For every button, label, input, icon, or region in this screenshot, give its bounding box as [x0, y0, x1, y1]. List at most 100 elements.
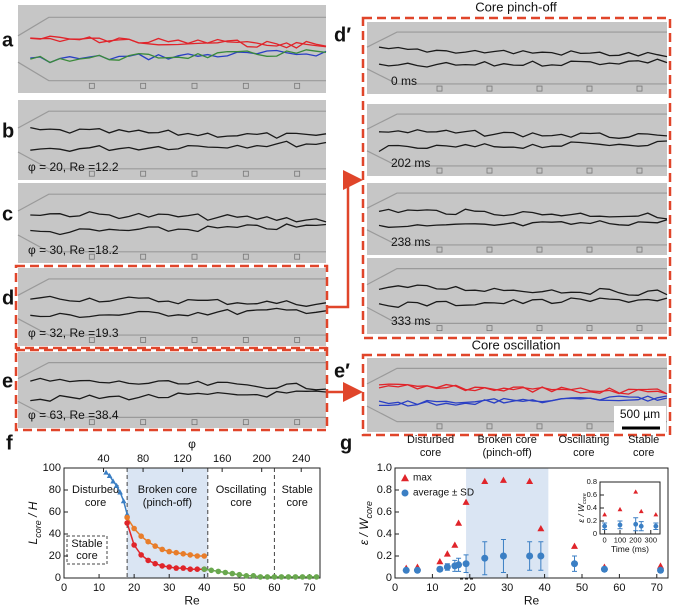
marker-square — [436, 85, 443, 92]
data-point — [222, 569, 229, 576]
data-point — [443, 550, 451, 557]
panel-label: a — [2, 29, 14, 51]
region-label: Oscillating — [558, 434, 609, 446]
region-label: core — [633, 447, 654, 459]
marker-square — [191, 253, 198, 260]
data-point — [633, 521, 639, 527]
core-boundary — [30, 126, 327, 139]
channel-wall — [17, 16, 326, 82]
legend-marker — [401, 489, 409, 497]
data-point — [201, 553, 208, 559]
x-tick-label: 50 — [576, 582, 588, 594]
y-tick-label: 0.2 — [587, 516, 597, 525]
data-point — [103, 469, 109, 475]
arrow — [327, 170, 363, 309]
marker-square — [88, 82, 95, 89]
note-box — [66, 535, 108, 565]
data-point — [166, 548, 173, 555]
data-point — [633, 489, 639, 494]
marker-square — [586, 246, 593, 253]
data-point — [571, 542, 579, 549]
x-tick-label: 10 — [426, 582, 438, 594]
core-boundary — [378, 140, 668, 153]
micrographs — [17, 5, 668, 432]
channel-wall — [366, 192, 667, 246]
core-boundary — [378, 46, 668, 58]
plot-background — [600, 482, 660, 534]
data-point — [145, 538, 151, 545]
data-point — [278, 574, 285, 580]
marker-square — [586, 325, 593, 332]
x2-tick-label: 160 — [213, 453, 231, 465]
channel-wall — [17, 193, 326, 253]
data-point — [117, 489, 123, 495]
data-point — [187, 566, 194, 572]
y-tick-label: 0.2 — [377, 550, 392, 562]
core-boundary — [378, 219, 668, 228]
data-point — [201, 566, 208, 572]
data-point — [152, 543, 158, 549]
data-point — [264, 574, 271, 580]
marker-square — [140, 419, 147, 426]
data-point — [499, 552, 507, 560]
region-label: core — [85, 497, 106, 509]
plot-frame — [63, 467, 321, 579]
region-label: Broken core — [138, 484, 197, 496]
panel-label: f — [6, 432, 13, 454]
data-point — [537, 552, 545, 560]
marker-square — [140, 170, 147, 177]
frame-time: 333 ms — [391, 314, 430, 328]
x2-axis-label: φ — [188, 437, 196, 451]
x-tick-label: 300 — [645, 536, 658, 545]
region-label: Disturbed — [72, 484, 119, 496]
marker-square — [486, 167, 493, 174]
marker-square — [586, 85, 593, 92]
frame-time: 202 ms — [391, 156, 430, 170]
x2-tick-label: 240 — [292, 453, 310, 465]
legend-marker — [401, 474, 409, 482]
panel-label: d — [2, 287, 14, 309]
y-axis-label-part: ε / W — [357, 517, 371, 545]
channel-wall — [366, 31, 667, 85]
frame-time: 238 ms — [391, 235, 430, 249]
data-point — [124, 520, 130, 526]
marker-square — [486, 85, 493, 92]
y-tick-label: 0 — [386, 572, 392, 584]
highlight-border — [361, 16, 672, 340]
data-point — [413, 566, 421, 574]
core-boundary — [378, 297, 668, 308]
data-point — [657, 566, 665, 574]
legend-label: max — [413, 473, 432, 484]
plot-frame — [394, 467, 669, 579]
data-point — [194, 553, 201, 559]
core-boundary — [30, 223, 327, 236]
marker-square — [191, 82, 198, 89]
marker-square — [536, 325, 543, 332]
region-label: core — [230, 497, 251, 509]
region-label: Stable — [282, 484, 313, 496]
marker-square — [486, 423, 493, 430]
region-label: Broken core — [478, 434, 537, 446]
data-point — [481, 554, 489, 562]
marker-square — [191, 419, 198, 426]
panel-caption: φ = 32, Re =19.3 — [28, 326, 119, 340]
y-tick-label: 20 — [49, 550, 61, 562]
y-axis-label-part: L — [26, 538, 40, 545]
region-label: Oscillating — [216, 484, 267, 496]
core-boundary — [378, 208, 668, 220]
micrograph — [18, 5, 326, 93]
data-point — [292, 574, 299, 580]
channel-wall — [366, 268, 667, 324]
core-boundary — [379, 395, 668, 407]
data-point — [436, 565, 444, 573]
marker-square — [536, 423, 543, 430]
micrograph — [367, 183, 667, 255]
data-point — [152, 560, 158, 567]
legend-label: average ± SD — [413, 488, 474, 499]
region-label: (pinch-off) — [143, 497, 192, 509]
y-axis-label: Lcore / H — [26, 501, 43, 544]
data-point — [271, 574, 278, 580]
marker-square — [88, 253, 95, 260]
channel-wall — [17, 362, 326, 418]
